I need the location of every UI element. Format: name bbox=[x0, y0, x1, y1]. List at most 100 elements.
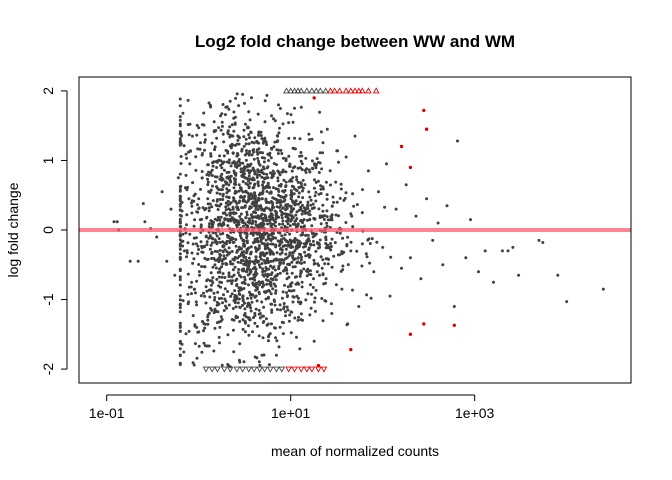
data-point bbox=[220, 296, 223, 300]
data-point bbox=[263, 120, 267, 124]
data-point bbox=[267, 267, 271, 271]
data-point bbox=[243, 172, 246, 176]
data-point bbox=[178, 172, 182, 176]
data-point bbox=[191, 242, 195, 246]
data-point bbox=[290, 169, 294, 173]
data-point bbox=[326, 257, 330, 261]
data-point bbox=[195, 133, 199, 137]
data-point bbox=[261, 267, 265, 271]
data-point bbox=[281, 122, 285, 126]
capped-down-triangle bbox=[278, 366, 286, 373]
data-point bbox=[278, 325, 282, 329]
data-point bbox=[246, 260, 250, 264]
data-point bbox=[441, 263, 445, 267]
data-point bbox=[365, 293, 369, 297]
data-point bbox=[229, 164, 233, 168]
data-point bbox=[242, 239, 246, 243]
data-point bbox=[325, 224, 329, 228]
data-point bbox=[251, 221, 255, 225]
data-point bbox=[269, 212, 273, 216]
data-point bbox=[211, 265, 215, 269]
data-point bbox=[243, 312, 247, 315]
data-point bbox=[248, 136, 251, 140]
data-point bbox=[257, 263, 261, 267]
data-point bbox=[419, 277, 423, 281]
data-point bbox=[270, 147, 274, 151]
data-point bbox=[317, 160, 320, 164]
data-point bbox=[316, 179, 320, 183]
data-point bbox=[245, 210, 249, 214]
data-point bbox=[308, 213, 312, 217]
data-point bbox=[215, 191, 219, 195]
data-point bbox=[187, 150, 190, 154]
data-point bbox=[242, 128, 246, 132]
data-point bbox=[261, 280, 264, 284]
data-point bbox=[220, 259, 224, 263]
data-point bbox=[265, 190, 269, 193]
data-point bbox=[299, 272, 303, 276]
data-point bbox=[227, 183, 231, 187]
data-point bbox=[293, 136, 297, 140]
data-point bbox=[305, 218, 309, 222]
data-point bbox=[215, 321, 219, 325]
data-point bbox=[252, 148, 256, 152]
data-point bbox=[234, 316, 238, 320]
data-point bbox=[312, 339, 316, 343]
data-point bbox=[269, 292, 273, 296]
data-point bbox=[215, 136, 219, 140]
data-point bbox=[224, 208, 228, 212]
data-point bbox=[271, 266, 275, 270]
data-point bbox=[203, 148, 206, 152]
data-point bbox=[244, 182, 248, 185]
data-point bbox=[200, 176, 204, 180]
data-point bbox=[277, 193, 280, 197]
data-point bbox=[264, 238, 268, 242]
data-point bbox=[315, 157, 319, 161]
data-point bbox=[207, 173, 211, 177]
data-point bbox=[254, 281, 258, 285]
data-point bbox=[243, 301, 247, 305]
data-point bbox=[301, 203, 304, 207]
data-point bbox=[208, 295, 212, 299]
data-point bbox=[335, 149, 339, 153]
data-point bbox=[241, 180, 245, 184]
data-point bbox=[301, 196, 305, 200]
data-point bbox=[178, 278, 182, 282]
data-point bbox=[257, 360, 261, 364]
data-point bbox=[236, 271, 240, 275]
data-point bbox=[337, 214, 340, 218]
data-point bbox=[255, 324, 259, 328]
data-point bbox=[221, 160, 225, 164]
data-point bbox=[346, 322, 350, 326]
data-point bbox=[237, 223, 241, 226]
data-point bbox=[309, 198, 313, 202]
data-point bbox=[331, 195, 335, 199]
data-point bbox=[241, 297, 245, 301]
data-point bbox=[297, 191, 301, 195]
data-point bbox=[222, 309, 226, 312]
data-point bbox=[203, 326, 207, 330]
data-point bbox=[317, 264, 321, 267]
data-point bbox=[244, 137, 248, 141]
data-point bbox=[229, 143, 233, 147]
data-point bbox=[318, 273, 321, 277]
capped-up-triangle bbox=[372, 87, 380, 94]
data-point bbox=[223, 276, 227, 279]
data-point bbox=[318, 214, 322, 218]
data-point bbox=[221, 272, 225, 276]
data-point bbox=[257, 131, 261, 135]
data-point bbox=[182, 350, 186, 354]
data-point bbox=[234, 244, 238, 248]
data-point bbox=[216, 208, 220, 211]
data-point bbox=[288, 243, 292, 247]
data-point bbox=[200, 250, 204, 254]
data-point bbox=[213, 298, 216, 302]
data-point bbox=[230, 250, 234, 253]
data-point bbox=[226, 151, 230, 155]
data-point bbox=[227, 107, 231, 111]
data-point bbox=[305, 211, 309, 215]
data-point bbox=[292, 192, 296, 196]
data-point bbox=[187, 197, 191, 201]
data-point bbox=[221, 301, 224, 305]
data-point bbox=[263, 186, 267, 190]
